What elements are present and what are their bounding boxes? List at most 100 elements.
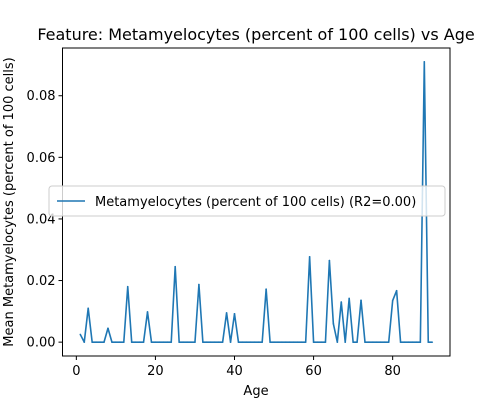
x-tick-label: 80 [384,364,401,379]
data-point [134,341,137,343]
data-point [237,341,240,343]
data-point [241,341,244,343]
data-point [328,259,331,262]
data-point [407,341,410,343]
data-point [142,341,145,343]
data-point [87,307,90,310]
data-point [91,341,93,343]
data-point [423,61,426,63]
y-tick-label: 0.06 [27,151,56,166]
data-point [126,285,129,288]
x-axis-label: Age [243,384,268,399]
data-point [324,341,327,343]
data-point [111,341,113,343]
data-point [182,341,184,343]
data-point [257,341,260,343]
data-point [170,341,173,343]
data-point [340,301,343,303]
x-tick-label: 40 [226,364,243,379]
data-point [348,297,350,300]
data-point [99,341,101,343]
x-tick-label: 20 [147,364,164,379]
data-point [79,333,82,336]
data-point [198,283,200,286]
data-point [245,341,248,343]
data-point [186,341,188,343]
legend: Metamyelocytes (percent of 100 cells) (R… [48,185,446,217]
data-point [103,341,105,343]
data-point [138,341,141,343]
data-point [308,256,311,258]
data-point [115,341,117,343]
data-point [166,341,169,343]
axis-ticks: 0 20 40 60 80 0.00 0.02 0.04 0.06 0.08 [27,89,401,379]
data-point [356,341,358,343]
legend-box [48,185,446,217]
data-point [352,341,354,343]
data-point [95,341,97,343]
data-point [194,341,196,343]
data-point [253,341,256,343]
data-point [130,341,133,343]
data-point [419,341,422,343]
data-point [225,312,228,314]
y-tick-label: 0.00 [27,336,56,351]
data-point [150,341,153,343]
data-point [265,288,267,290]
data-point [190,341,192,343]
data-point [316,341,319,343]
data-point [83,341,86,343]
data-point [119,341,121,343]
data-point [178,341,180,343]
data-point [206,341,208,343]
data-point [146,311,149,313]
data-point [269,341,271,343]
data-point [391,299,394,302]
data-point [431,341,434,343]
data-point [273,341,275,343]
x-tick-label: 60 [305,364,322,379]
data-point [154,341,157,343]
data-point [277,341,279,343]
y-tick-label: 0.04 [27,212,56,227]
chart-title: Feature: Metamyelocytes (percent of 100 … [37,25,474,44]
data-point [229,341,232,343]
data-point [158,341,161,343]
data-point [261,341,263,343]
data-point [213,341,216,343]
data-point [304,341,307,343]
data-point [300,341,303,343]
data-point [380,341,382,343]
data-point [336,341,339,343]
data-point [372,341,374,343]
data-point [344,341,347,343]
data-point [209,341,212,343]
data-point [122,341,125,343]
y-axis-label: Mean Metamyelocytes (percent of 100 cell… [2,57,17,346]
data-point [427,341,430,343]
data-point [202,341,204,343]
data-point [217,341,220,343]
data-point [289,341,291,343]
data-point [415,341,418,343]
data-point [107,327,109,330]
data-point [376,341,378,343]
data-point [312,341,315,343]
data-point [403,341,406,343]
y-tick-label: 0.08 [27,89,56,104]
data-point [285,341,287,343]
data-point [360,299,362,302]
data-point [383,341,386,343]
data-point [174,265,176,268]
data-point [293,341,295,343]
data-point [233,313,236,315]
data-point [364,341,366,343]
data-point [387,341,390,343]
legend-entry: Metamyelocytes (percent of 100 cells) (R… [95,195,416,210]
data-point [368,341,370,343]
data-point [411,341,414,343]
y-tick-label: 0.02 [27,274,56,289]
data-point [395,289,398,292]
data-point [320,341,323,343]
